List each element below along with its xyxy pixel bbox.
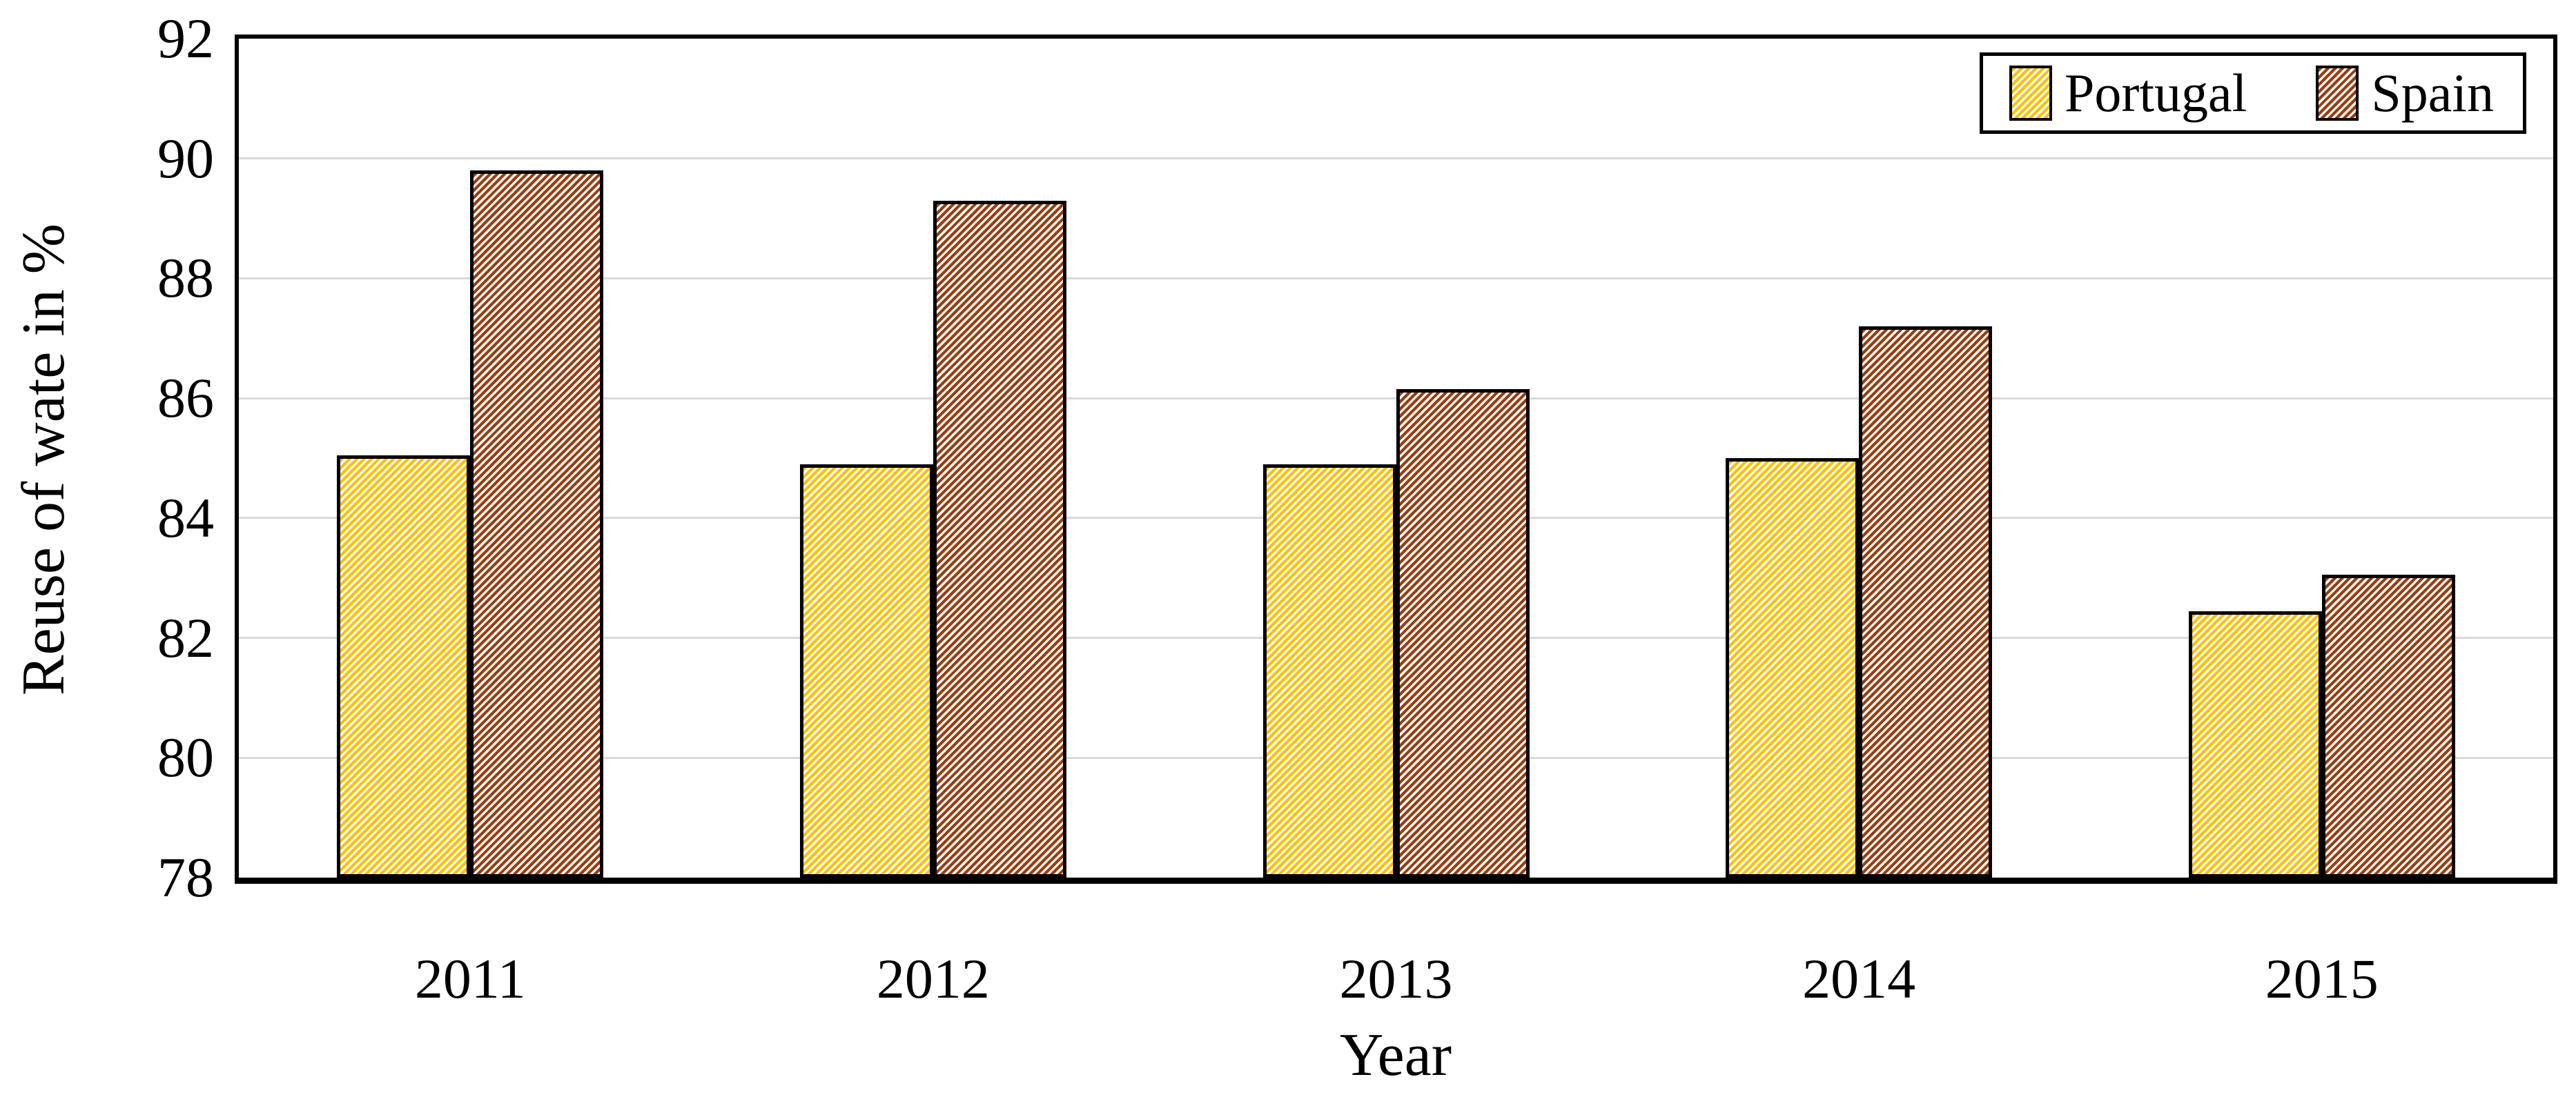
y-tick-label-84: 84 (157, 486, 214, 549)
bar-spain-2012 (933, 200, 1066, 878)
y-tick-label-90: 90 (157, 126, 214, 190)
legend-label-spain: Spain (2371, 63, 2494, 123)
y-tick-label-86: 86 (157, 366, 214, 430)
plot-area (235, 34, 2557, 884)
y-tick-label-92: 92 (157, 7, 214, 70)
x-tick-label-2013: 2013 (1339, 947, 1453, 1010)
gridline-90 (239, 157, 2553, 160)
bar-spain-2011 (470, 170, 604, 878)
bar-portugal-2012 (799, 464, 933, 878)
x-tick-label-2011: 2011 (414, 947, 526, 1010)
bar-portugal-2013 (1262, 464, 1396, 878)
legend-item-spain: Spain (2316, 66, 2494, 121)
y-tick-label-82: 82 (157, 606, 214, 669)
x-tick-label-2015: 2015 (2265, 947, 2379, 1010)
bar-portugal-2014 (1726, 458, 1860, 878)
bar-portugal-2011 (337, 455, 471, 878)
legend-label-portugal: Portugal (2065, 63, 2247, 123)
x-axis-title: Year (1339, 1022, 1452, 1089)
legend-swatch-portugal (2009, 66, 2052, 121)
bar-spain-2013 (1396, 389, 1530, 878)
legend-swatch-spain (2316, 66, 2359, 121)
x-tick-label-2012: 2012 (876, 947, 990, 1010)
legend-item-portugal: Portugal (2009, 66, 2247, 121)
y-tick-label-78: 78 (157, 846, 214, 909)
gridline-88 (239, 277, 2553, 279)
bar-portugal-2015 (2188, 611, 2322, 878)
x-tick-label-2014: 2014 (1802, 947, 1916, 1010)
y-tick-label-80: 80 (157, 726, 214, 789)
y-tick-label-88: 88 (157, 246, 214, 310)
legend: Portugal Spain (1980, 52, 2526, 134)
bar-spain-2015 (2321, 575, 2455, 878)
bar-spain-2014 (1859, 326, 1993, 878)
